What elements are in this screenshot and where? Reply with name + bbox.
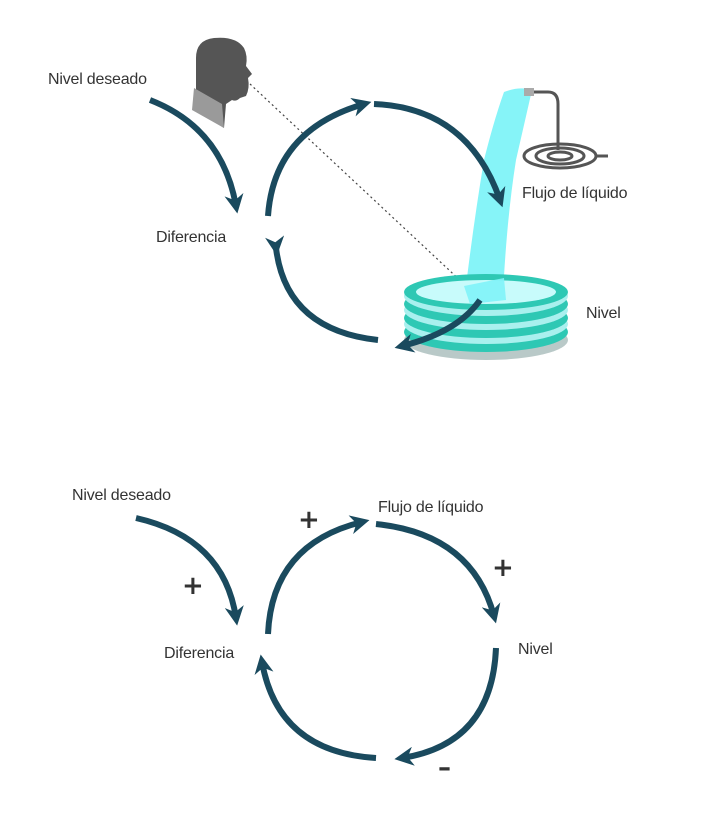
label-liquid-flow: Flujo de líquido: [522, 185, 628, 202]
label-desired-level: Nivel deseado: [72, 487, 171, 504]
label-difference: Diferencia: [164, 645, 234, 662]
arrow-difference-to-flow: [265, 515, 370, 635]
label-difference: Diferencia: [156, 229, 226, 246]
faucet-coil-icon: [522, 88, 608, 170]
label-liquid-flow: Flujo de líquido: [378, 499, 484, 516]
arrow-level-to-difference-tail: [254, 654, 377, 761]
arrow-flow-to-level: [373, 101, 506, 208]
label-level: Nivel: [518, 641, 553, 658]
person-silhouette-icon: [192, 37, 252, 128]
arrow-difference-to-flow: [265, 97, 372, 217]
label-level: Nivel: [586, 305, 621, 322]
arrow-level-to-difference-head: [394, 298, 483, 353]
sign-flow-to-level: +: [492, 553, 514, 583]
arrow-level-to-difference: [265, 235, 379, 343]
arrow-level-to-difference: [394, 647, 499, 766]
label-desired-level: Nivel deseado: [48, 71, 147, 88]
arrow-desired-to-difference: [148, 97, 244, 214]
arrow-flow-to-level: [375, 521, 501, 624]
top-diagram: Nivel deseado Diferencia Flujo de líquid…: [48, 37, 628, 360]
sign-level-to-difference: –: [438, 753, 451, 783]
sign-desired-to-difference: +: [182, 571, 204, 601]
dotted-line: [249, 83, 465, 285]
arrow-desired-to-difference: [135, 515, 244, 626]
water-tank-icon: [404, 274, 568, 360]
sign-difference-to-flow: +: [298, 505, 320, 535]
bottom-diagram: Nivel deseado Diferencia Flujo de líquid…: [72, 487, 553, 783]
